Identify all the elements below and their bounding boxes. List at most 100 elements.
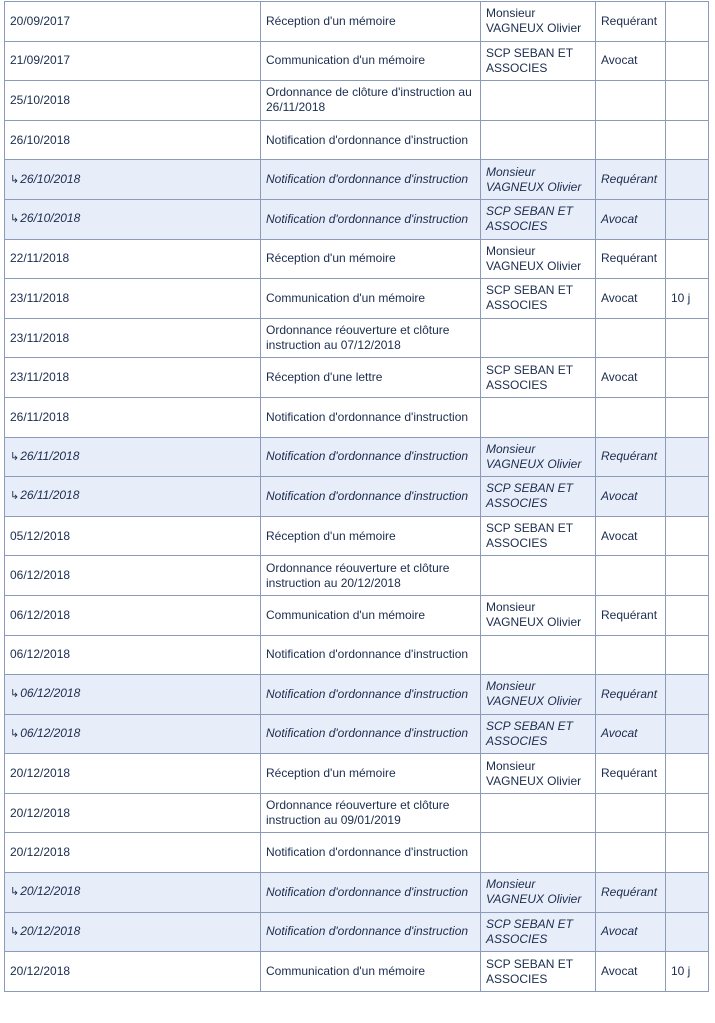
cell-event: Notification d'ordonnance d'instruction (260, 713, 481, 755)
cell-role: Requérant (595, 594, 666, 636)
cell-date: 23/11/2018 (4, 278, 261, 319)
event-text: Notification d'ordonnance d'instruction (266, 924, 469, 939)
cell-role: Requérant (595, 159, 666, 200)
event-text: Communication d'un mémoire (266, 53, 426, 68)
cell-date: 23/11/2018 (4, 317, 261, 359)
role-text: Avocat (601, 290, 638, 305)
cell-party: Monsieur VAGNEUX Olivier (480, 238, 596, 280)
cell-delay (665, 792, 709, 834)
cell-delay (665, 515, 709, 557)
cell-delay (665, 436, 709, 478)
date-text: 26/11/2018 (20, 448, 80, 463)
cell-event: Notification d'ordonnance d'instruction (260, 396, 481, 438)
cell-date: ↳20/12/2018 (4, 872, 261, 913)
role-text: Avocat (601, 964, 638, 979)
date-text: 20/12/2018 (20, 884, 81, 899)
cell-party: SCP SEBAN ET ASSOCIES (480, 476, 596, 517)
cell-delay (665, 911, 709, 953)
cell-role: Requérant (595, 872, 666, 913)
date-text: 06/12/2018 (10, 568, 71, 583)
event-text: Notification d'ordonnance d'instruction (266, 686, 469, 701)
party-text: SCP SEBAN ET ASSOCIES (486, 481, 573, 511)
cell-delay (665, 872, 709, 913)
cell-event: Ordonnance de clôture d'instruction au 2… (260, 80, 481, 121)
table-row-sub: ↳26/11/2018 Notification d'ordonnance d'i… (4, 436, 709, 478)
event-text: Réception d'une lettre (266, 370, 383, 385)
sub-item-arrow-icon: ↳ (10, 925, 20, 938)
cell-date: 20/09/2017 (4, 1, 261, 42)
date-text: 23/11/2018 (10, 330, 70, 345)
cell-role: Avocat (595, 911, 666, 953)
cell-delay (665, 476, 709, 517)
cell-role: Requérant (595, 238, 666, 280)
cell-event: Ordonnance réouverture et clôture instru… (260, 555, 481, 596)
cell-event: Réception d'une lettre (260, 357, 481, 398)
event-text: Notification d'ordonnance d'instruction (266, 647, 469, 662)
cell-role: Avocat (595, 951, 666, 992)
cell-delay (665, 713, 709, 755)
party-text: SCP SEBAN ET ASSOCIES (486, 204, 573, 234)
event-text: Ordonnance de clôture d'instruction au 2… (266, 85, 472, 115)
cell-event: Notification d'ordonnance d'instruction (260, 674, 481, 715)
table-row: 20/12/2018 Réception d'un mémoire Monsieur… (4, 753, 709, 794)
cell-event: Notification d'ordonnance d'instruction (260, 436, 481, 478)
cell-delay (665, 80, 709, 121)
date-text: 25/10/2018 (10, 92, 71, 107)
date-text: 23/11/2018 (10, 370, 70, 385)
role-text: Requérant (601, 251, 658, 266)
role-text: Requérant (601, 766, 658, 781)
date-text: 26/10/2018 (20, 211, 81, 226)
date-text: 26/11/2018 (20, 488, 80, 503)
date-text: 26/10/2018 (20, 171, 81, 186)
table-row: 26/11/2018 Notification d'ordonnance d'in… (4, 396, 709, 438)
role-text: Avocat (601, 370, 638, 385)
date-text: 06/12/2018 (20, 725, 81, 740)
delay-text: 10 j (671, 290, 691, 305)
role-text: Avocat (601, 211, 638, 226)
date-text: 21/09/2017 (10, 53, 71, 68)
cell-delay (665, 555, 709, 596)
cell-party (480, 832, 596, 874)
event-text: Notification d'ordonnance d'instruction (266, 845, 469, 860)
role-text: Avocat (601, 53, 638, 68)
cell-event: Notification d'ordonnance d'instruction (260, 476, 481, 517)
cell-role: Avocat (595, 357, 666, 398)
cell-role (595, 119, 666, 161)
table-row-sub: ↳26/11/2018 Notification d'ordonnance d'i… (4, 476, 709, 517)
cell-event: Réception d'un mémoire (260, 753, 481, 794)
event-text: Notification d'ordonnance d'instruction (266, 132, 469, 147)
cell-role (595, 792, 666, 834)
cell-party: SCP SEBAN ET ASSOCIES (480, 911, 596, 953)
date-text: 05/12/2018 (10, 528, 71, 543)
event-text: Communication d'un mémoire (266, 290, 426, 305)
cell-event: Notification d'ordonnance d'instruction (260, 911, 481, 953)
party-text: Monsieur VAGNEUX Olivier (486, 600, 582, 630)
event-text: Réception d'un mémoire (266, 251, 396, 266)
date-text: 20/12/2018 (10, 845, 71, 860)
date-text: 20/12/2018 (20, 923, 81, 938)
cell-party: Monsieur VAGNEUX Olivier (480, 159, 596, 200)
cell-date: 23/11/2018 (4, 357, 261, 398)
cell-party: Monsieur VAGNEUX Olivier (480, 594, 596, 636)
party-text: SCP SEBAN ET ASSOCIES (486, 362, 573, 392)
cell-role: Avocat (595, 476, 666, 517)
cell-date: ↳26/11/2018 (4, 436, 261, 478)
sub-item-arrow-icon: ↳ (10, 450, 20, 463)
party-text: SCP SEBAN ET ASSOCIES (486, 45, 573, 75)
cell-role (595, 555, 666, 596)
cell-event: Notification d'ordonnance d'instruction (260, 872, 481, 913)
table-row: 06/12/2018 Ordonnance réouverture et clôt… (4, 555, 709, 596)
cell-role (595, 832, 666, 874)
event-text: Communication d'un mémoire (266, 607, 426, 622)
cell-delay (665, 159, 709, 200)
party-text: Monsieur VAGNEUX Olivier (486, 164, 582, 194)
sub-item-arrow-icon: ↳ (10, 886, 20, 899)
cell-event: Notification d'ordonnance d'instruction (260, 634, 481, 676)
cell-party: SCP SEBAN ET ASSOCIES (480, 40, 596, 82)
cell-date: 26/11/2018 (4, 396, 261, 438)
table-row-sub: ↳06/12/2018 Notification d'ordonnance d'i… (4, 674, 709, 715)
cell-date: ↳26/11/2018 (4, 476, 261, 517)
cell-party: SCP SEBAN ET ASSOCIES (480, 357, 596, 398)
cell-event: Notification d'ordonnance d'instruction (260, 159, 481, 200)
cell-party (480, 555, 596, 596)
